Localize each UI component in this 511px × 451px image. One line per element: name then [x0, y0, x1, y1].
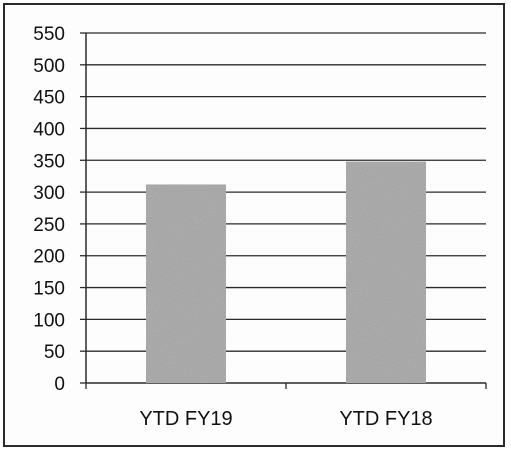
y-tick-label: 200	[33, 247, 65, 268]
y-tick-label: 350	[33, 151, 65, 172]
y-tick-label: 100	[33, 310, 65, 331]
y-tick-label: 300	[33, 183, 65, 204]
y-tick-label: 50	[44, 342, 65, 363]
y-tick-label: 550	[33, 24, 65, 45]
y-tick-label: 0	[54, 374, 65, 395]
bars	[146, 161, 426, 383]
y-tick-label: 450	[33, 88, 65, 109]
y-tick-label: 400	[33, 119, 65, 140]
y-tick-label: 250	[33, 215, 65, 236]
bar-ytd-fy18	[346, 161, 426, 383]
bar-ytd-fy19	[146, 184, 226, 383]
x-category-labels: YTD FY19 YTD FY18	[139, 408, 432, 430]
y-tick-label: 150	[33, 279, 65, 300]
x-category-label: YTD FY18	[339, 408, 432, 430]
x-category-label: YTD FY19	[139, 408, 232, 430]
y-tick-labels: 0 50 100 150 200 250 300 350 400 450 500 550	[33, 24, 65, 395]
y-tick-label: 500	[33, 56, 65, 77]
